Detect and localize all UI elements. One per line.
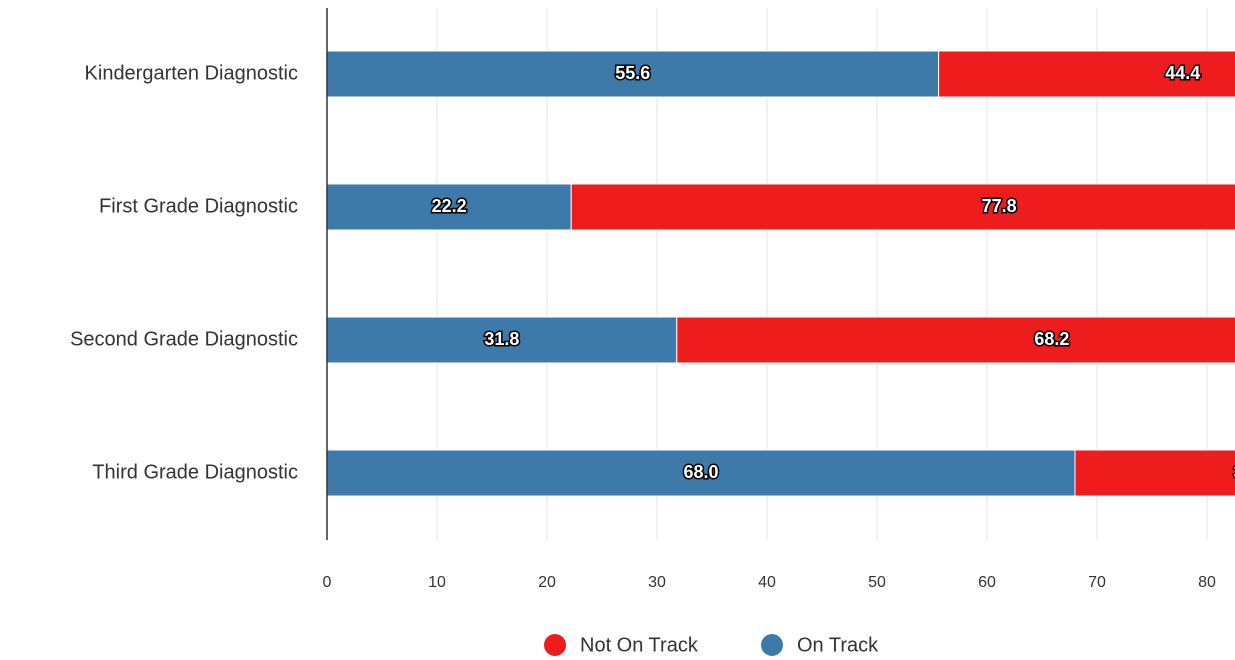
bar-segment [326,449,1076,497]
value-label: 22.2 [432,196,467,216]
legend-swatch [761,634,783,656]
bar-segment [1074,449,1235,497]
bar-segment [570,183,1235,231]
bar-segment [938,50,1235,98]
bar-segment [676,316,1235,364]
bar-segment [326,316,678,364]
legend-label: On Track [797,634,879,656]
x-tick-label: 0 [323,574,332,591]
x-tick-label: 80 [1198,574,1216,591]
x-tick-label: 60 [978,574,996,591]
category-label: Second Grade Diagnostic [70,328,298,350]
x-tick-label: 20 [538,574,556,591]
x-tick-label: 40 [758,574,776,591]
value-label: 55.6 [615,63,650,83]
x-tick-label: 70 [1088,574,1106,591]
category-label: Kindergarten Diagnostic [85,62,298,84]
legend-label: Not On Track [580,634,699,656]
x-tick-label: 30 [648,574,666,591]
category-label: First Grade Diagnostic [99,195,298,217]
value-label: 44.4 [1165,63,1200,83]
value-label: 77.8 [982,196,1017,216]
value-label: 31.8 [484,329,519,349]
x-tick-label: 10 [428,574,446,591]
value-label: 68.0 [683,462,718,482]
value-label: 68.2 [1034,329,1069,349]
bar-segment [326,183,572,231]
category-label: Third Grade Diagnostic [92,461,298,483]
x-tick-label: 50 [868,574,886,591]
legend-swatch [544,634,566,656]
value-label: 32.0 [1233,462,1235,482]
